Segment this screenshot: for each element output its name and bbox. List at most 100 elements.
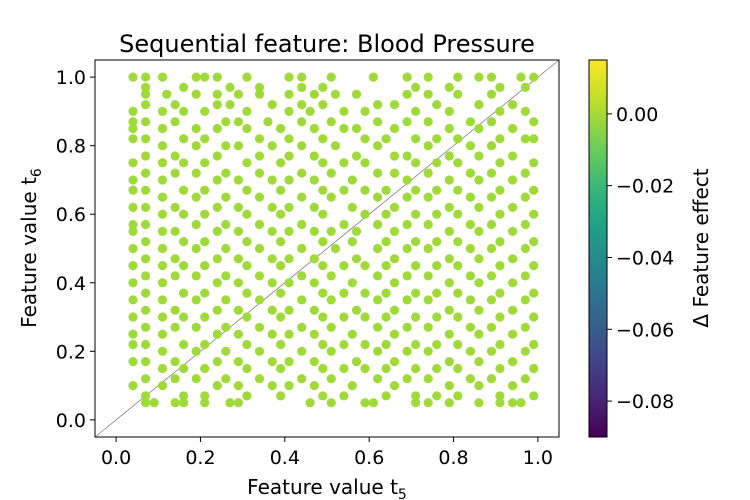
scatter-point	[495, 134, 505, 144]
scatter-point	[318, 158, 328, 168]
scatter-point	[276, 339, 286, 350]
scatter-point	[444, 202, 454, 212]
scatter-point	[411, 363, 421, 374]
scatter-point	[444, 226, 454, 236]
y-axis-label: Feature value t6	[17, 168, 45, 328]
scatter-point	[309, 123, 319, 134]
scatter-point	[297, 322, 307, 332]
scatter-point	[360, 209, 370, 219]
scatter-point	[339, 158, 349, 168]
scatter-point	[411, 398, 421, 408]
scatter-point	[351, 254, 362, 264]
scatter-point	[411, 106, 421, 116]
scatter-point	[141, 271, 151, 281]
scatter-point	[432, 100, 442, 110]
scatter-point	[225, 100, 235, 110]
scatter-point	[141, 117, 151, 127]
scatter-point	[465, 219, 475, 230]
scatter-point	[486, 117, 497, 127]
scatter-point	[389, 305, 400, 315]
scatter-point	[200, 261, 210, 271]
scatter-point	[529, 339, 539, 350]
scatter-point	[381, 261, 391, 271]
scatter-point	[254, 151, 265, 161]
scatter-point	[373, 346, 383, 356]
scatter-point	[360, 312, 370, 322]
scatter-point	[474, 202, 484, 212]
scatter-point	[309, 278, 319, 288]
scatter-point	[411, 312, 421, 322]
scatter-point	[242, 261, 252, 271]
scatter-point	[141, 185, 151, 195]
scatter-point	[495, 209, 505, 219]
scatter-point	[465, 374, 475, 384]
scatter-point	[309, 175, 319, 185]
scatter-point	[221, 374, 231, 384]
scatter-point	[318, 185, 328, 195]
scatter-point	[529, 185, 539, 195]
scatter-point	[170, 117, 180, 127]
scatter-point	[444, 106, 454, 116]
scatter-point	[486, 243, 497, 254]
scatter-point	[221, 271, 231, 281]
scatter-point	[297, 168, 307, 178]
scatter-point	[225, 82, 235, 92]
scatter-point	[373, 219, 383, 230]
scatter-point	[520, 295, 530, 305]
scatter-point	[402, 151, 412, 161]
scatter-point	[389, 123, 400, 134]
scatter-point	[432, 391, 442, 401]
scatter-point	[170, 168, 180, 178]
scatter-point	[318, 288, 328, 298]
scatter-point	[381, 288, 391, 298]
scatter-point	[157, 141, 168, 151]
scatter-point	[242, 72, 252, 82]
scatter-point	[465, 141, 475, 151]
scatter-point	[453, 339, 463, 350]
colorbar-tick-label: −0.08	[616, 391, 674, 413]
scatter-point	[402, 192, 412, 202]
scatter-point	[360, 339, 370, 350]
y-tick-label: 0.2	[56, 341, 86, 363]
scatter-point	[233, 89, 243, 99]
scatter-point	[432, 312, 442, 322]
scatter-point	[326, 374, 336, 384]
scatter-point	[347, 329, 357, 339]
colorbar-tick-label: −0.06	[616, 319, 674, 341]
scatter-point	[179, 261, 189, 271]
scatter-point	[276, 237, 286, 247]
scatter-point	[507, 202, 518, 212]
scatter-point	[326, 192, 336, 202]
scatter-point	[326, 346, 336, 356]
scatter-point	[423, 117, 433, 127]
scatter-point	[423, 72, 433, 82]
scatter-point	[444, 381, 454, 391]
scatter-point	[233, 141, 243, 151]
scatter-point	[170, 254, 180, 264]
scatter-point	[267, 226, 277, 236]
scatter-point	[309, 202, 319, 212]
scatter-point	[318, 261, 328, 271]
y-tick-label: 0.0	[56, 410, 86, 432]
scatter-point	[267, 278, 277, 288]
scatter-point	[157, 346, 168, 356]
scatter-point	[267, 357, 277, 367]
scatter-point	[351, 357, 362, 367]
scatter-point	[191, 123, 201, 134]
scatter-point	[191, 192, 201, 202]
scatter-point	[411, 185, 421, 195]
scatter-point	[309, 329, 319, 339]
scatter-point	[444, 151, 454, 161]
scatter-point	[486, 346, 497, 356]
scatter-point	[128, 134, 138, 144]
scatter-point	[233, 202, 243, 212]
scatter-point	[516, 72, 526, 82]
scatter-point	[453, 288, 463, 298]
scatter-point	[520, 374, 530, 384]
scatter-point	[170, 100, 180, 110]
scatter-point	[330, 89, 340, 99]
scatter-point	[128, 295, 138, 305]
scatter-point	[128, 72, 138, 82]
scatter-point	[128, 117, 138, 127]
scatter-point	[128, 357, 138, 367]
